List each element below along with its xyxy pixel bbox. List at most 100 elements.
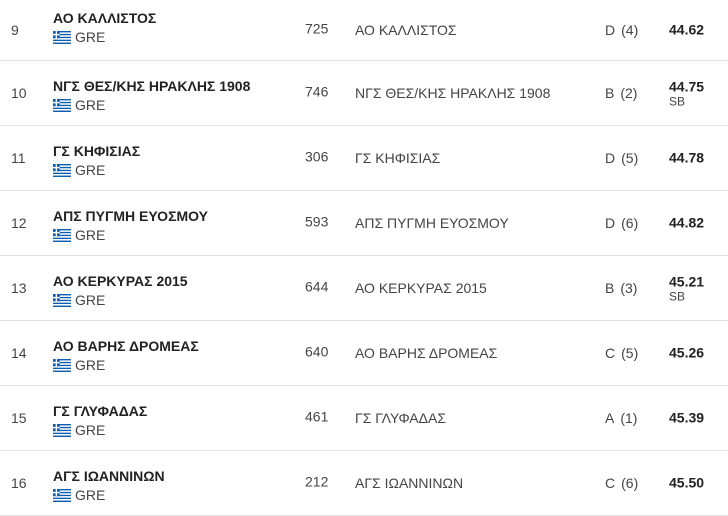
- table-row: 16 ΑΓΣ ΙΩΑΝΝΙΝΩΝ GRE 212 ΑΓΣ ΙΩΑΝΝΙΝΩΝ C…: [0, 451, 728, 516]
- result-mark: 44.78: [669, 149, 705, 166]
- mark-value: 44.78: [669, 149, 705, 166]
- team-name-link[interactable]: ΓΣ ΚΗΦΙΣΙΑΣ: [53, 143, 141, 159]
- lane-number: (6): [621, 215, 639, 231]
- greece-flag-icon: [53, 358, 71, 372]
- mark-value: 45.21: [669, 273, 705, 290]
- table-row: 11 ΓΣ ΚΗΦΙΣΙΑΣ GRE 306 ΓΣ ΚΗΦΙΣΙΑΣ D (5) …: [0, 126, 728, 191]
- mark-value: 44.62: [669, 21, 705, 38]
- team-label: ΑΟ ΚΕΡΚΥΡΑΣ 2015: [355, 280, 487, 296]
- team-label: ΑΟ ΚΑΛΛΙΣΤΟΣ: [355, 22, 457, 38]
- team-name-link[interactable]: ΝΓΣ ΘΕΣ/ΚΗΣ ΗΡΑΚΛΗΣ 1908: [53, 78, 251, 94]
- team-name-link[interactable]: ΑΟ ΚΑΛΛΙΣΤΟΣ: [53, 10, 157, 26]
- result-mark: 44.82: [669, 214, 705, 231]
- nation-code: GRE: [75, 29, 106, 45]
- team-name-link[interactable]: ΓΣ ΓΛΥΦΑΔΑΣ: [53, 403, 148, 419]
- greece-flag-icon: [53, 423, 71, 437]
- result-mark: 45.50: [669, 474, 705, 491]
- team-name-link[interactable]: ΑΓΣ ΙΩΑΝΝΙΝΩΝ: [53, 468, 165, 484]
- heat-letter: D: [605, 215, 616, 231]
- table-row: 9 ΑΟ ΚΑΛΛΙΣΤΟΣ GRE 725 ΑΟ ΚΑΛΛΙΣΤΟΣ D (4)…: [0, 0, 728, 61]
- result-mark: 44.75 SB: [669, 78, 705, 110]
- result-mark: 45.39: [669, 409, 705, 426]
- heat-letter: D: [605, 22, 616, 38]
- bib-number: 212: [305, 473, 329, 490]
- heat-letter: A: [605, 410, 615, 426]
- greece-flag-icon: [53, 163, 71, 177]
- rank-cell: 10: [11, 85, 27, 101]
- heat-lane: D (5): [605, 150, 638, 166]
- team-label: ΑΟ ΒΑΡΗΣ ΔΡΟΜΕΑΣ: [355, 345, 498, 361]
- nation-code: GRE: [75, 422, 106, 438]
- lane-number: (4): [621, 22, 639, 38]
- lane-number: (6): [621, 475, 639, 491]
- greece-flag-icon: [53, 98, 71, 112]
- mark-value: 45.39: [669, 409, 705, 426]
- lane-number: (5): [621, 345, 639, 361]
- heat-letter: D: [605, 150, 616, 166]
- bib-number: 640: [305, 343, 329, 360]
- nation: GRE: [53, 422, 147, 438]
- heat-lane: B (2): [605, 85, 637, 101]
- heat-letter: B: [605, 280, 615, 296]
- bib-number: 644: [305, 278, 329, 295]
- team-cell: ΓΣ ΓΛΥΦΑΔΑΣ GRE: [53, 403, 147, 438]
- nation-code: GRE: [75, 357, 106, 373]
- team-cell: ΑΟ ΒΑΡΗΣ ΔΡΟΜΕΑΣ GRE: [53, 338, 199, 373]
- lane-number: (5): [621, 150, 639, 166]
- greece-flag-icon: [53, 30, 71, 44]
- result-mark: 45.21 SB: [669, 273, 705, 305]
- team-label: ΑΓΣ ΙΩΑΝΝΙΝΩΝ: [355, 475, 464, 491]
- lane-number: (2): [620, 85, 638, 101]
- table-row: 14 ΑΟ ΒΑΡΗΣ ΔΡΟΜΕΑΣ GRE 640 ΑΟ ΒΑΡΗΣ ΔΡΟ…: [0, 321, 728, 386]
- table-row: 13 ΑΟ ΚΕΡΚΥΡΑΣ 2015 GRE 644 ΑΟ ΚΕΡΚΥΡΑΣ …: [0, 256, 728, 321]
- team-name-link[interactable]: ΑΟ ΒΑΡΗΣ ΔΡΟΜΕΑΣ: [53, 338, 199, 354]
- team-label: ΓΣ ΚΗΦΙΣΙΑΣ: [355, 150, 441, 166]
- heat-lane: C (6): [605, 475, 638, 491]
- heat-lane: B (3): [605, 280, 637, 296]
- lane-number: (3): [620, 280, 638, 296]
- team-cell: ΑΟ ΚΑΛΛΙΣΤΟΣ GRE: [53, 10, 156, 45]
- rank-cell: 15: [11, 410, 27, 426]
- heat-lane: D (6): [605, 215, 638, 231]
- team-label: ΝΓΣ ΘΕΣ/ΚΗΣ ΗΡΑΚΛΗΣ 1908: [355, 85, 551, 101]
- rank-cell: 13: [11, 280, 27, 296]
- table-row: 15 ΓΣ ΓΛΥΦΑΔΑΣ GRE 461 ΓΣ ΓΛΥΦΑΔΑΣ A (1) …: [0, 386, 728, 451]
- heat-lane: A (1): [605, 410, 637, 426]
- heat-letter: C: [605, 475, 616, 491]
- nation: GRE: [53, 97, 250, 113]
- heat-lane: D (4): [605, 22, 638, 38]
- season-best-badge: SB: [669, 289, 686, 304]
- greece-flag-icon: [53, 293, 71, 307]
- bib-number: 461: [305, 408, 329, 425]
- team-name-link[interactable]: ΑΠΣ ΠΥΓΜΗ ΕΥΟΣΜΟΥ: [53, 208, 208, 224]
- nation: GRE: [53, 357, 199, 373]
- mark-value: 44.82: [669, 214, 705, 231]
- bib-number: 725: [305, 20, 329, 37]
- team-cell: ΝΓΣ ΘΕΣ/ΚΗΣ ΗΡΑΚΛΗΣ 1908 GRE: [53, 78, 250, 113]
- nation-code: GRE: [75, 292, 106, 308]
- team-cell: ΓΣ ΚΗΦΙΣΙΑΣ GRE: [53, 143, 140, 178]
- bib-number: 746: [305, 83, 329, 100]
- nation: GRE: [53, 487, 165, 503]
- greece-flag-icon: [53, 488, 71, 502]
- team-label: ΓΣ ΓΛΥΦΑΔΑΣ: [355, 410, 446, 426]
- team-cell: ΑΠΣ ΠΥΓΜΗ ΕΥΟΣΜΟΥ GRE: [53, 208, 208, 243]
- table-row: 10 ΝΓΣ ΘΕΣ/ΚΗΣ ΗΡΑΚΛΗΣ 1908 GRE 746 ΝΓΣ …: [0, 61, 728, 126]
- bib-number: 593: [305, 213, 329, 230]
- heat-letter: C: [605, 345, 616, 361]
- nation-code: GRE: [75, 487, 106, 503]
- nation: GRE: [53, 162, 140, 178]
- nation: GRE: [53, 292, 188, 308]
- result-mark: 44.62: [669, 21, 705, 38]
- team-name-link[interactable]: ΑΟ ΚΕΡΚΥΡΑΣ 2015: [53, 273, 188, 289]
- nation-code: GRE: [75, 227, 106, 243]
- rank-cell: 9: [11, 22, 19, 38]
- bib-number: 306: [305, 148, 329, 165]
- rank-cell: 14: [11, 345, 27, 361]
- season-best-badge: SB: [669, 94, 686, 109]
- mark-value: 44.75: [669, 78, 705, 95]
- rank-cell: 12: [11, 215, 27, 231]
- heat-lane: C (5): [605, 345, 638, 361]
- mark-value: 45.50: [669, 474, 705, 491]
